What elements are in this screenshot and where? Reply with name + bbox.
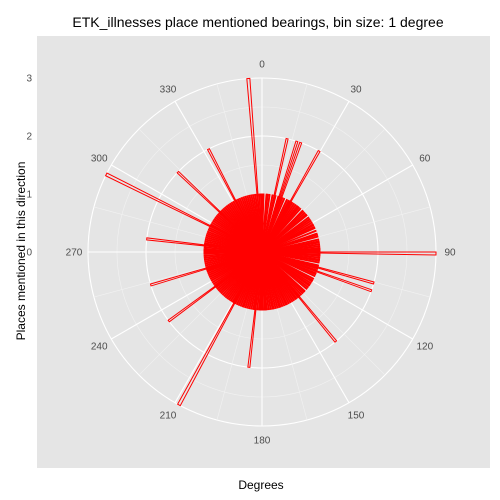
bar [206,147,263,253]
bar [104,172,263,253]
bar [261,249,321,253]
angle-tick-label: 330 [160,85,177,96]
radial-tick-labels: 0 1 2 3 [26,74,32,259]
bar [261,141,303,253]
bar [261,251,320,264]
angle-tick-label: 210 [160,410,177,421]
bars [104,77,437,407]
bar [261,241,320,253]
bar [204,251,263,263]
bar [261,251,373,293]
angle-tick-label: 150 [348,410,365,421]
angle-tick-labels: 0 30 60 90 120 150 180 210 240 270 300 330 [66,60,456,447]
angle-tick-label: 120 [416,342,433,353]
radial-tick-label: 3 [26,74,32,85]
bar [261,251,316,278]
bar [261,251,308,290]
bar [261,251,437,256]
bar [261,251,264,311]
grid-spoke-minor [261,83,308,253]
bar [252,193,263,253]
bar [261,137,289,253]
bar [149,251,263,287]
bar [261,251,338,343]
chart-title: ETK_illnesses place mentioned bearings, … [72,14,443,30]
angle-tick-label: 300 [91,154,108,165]
bar [261,251,272,311]
radial-tick-label: 1 [26,190,32,201]
bar [261,149,321,253]
angle-tick-label: 30 [350,85,362,96]
bar [261,226,316,253]
bar [261,193,271,253]
radial-tick-label: 2 [26,132,32,143]
bar [203,251,263,257]
bar [261,235,319,253]
bar [261,193,265,253]
angle-tick-label: 0 [259,60,265,71]
bar [203,251,263,261]
bar [261,197,286,253]
bar [258,193,263,253]
bar [261,194,277,253]
bar [203,251,263,255]
angle-tick-label: 270 [66,248,83,259]
bar [247,251,263,368]
bar [261,229,317,253]
bar [203,251,263,259]
bar [246,77,263,253]
radial-tick-label: 0 [26,248,32,259]
angle-tick-label: 180 [254,436,271,447]
y-axis-title: Places mentioned in this direction [14,162,28,341]
bar [261,207,302,253]
bar [261,251,375,285]
bar [261,245,321,253]
bar [254,193,263,253]
bar [250,194,263,253]
bar [260,193,263,253]
bar [146,237,263,253]
bar [261,251,274,310]
bar [261,243,321,253]
bar [261,140,299,253]
bar [261,251,270,311]
angle-tick-label: 90 [444,248,456,259]
bar [261,251,266,311]
x-axis-title: Degrees [238,478,283,492]
bar [176,251,263,407]
bar [261,214,308,253]
angle-tick-label: 60 [419,154,431,165]
bar [167,251,263,323]
bar [176,170,263,253]
angle-tick-label: 240 [91,342,108,353]
